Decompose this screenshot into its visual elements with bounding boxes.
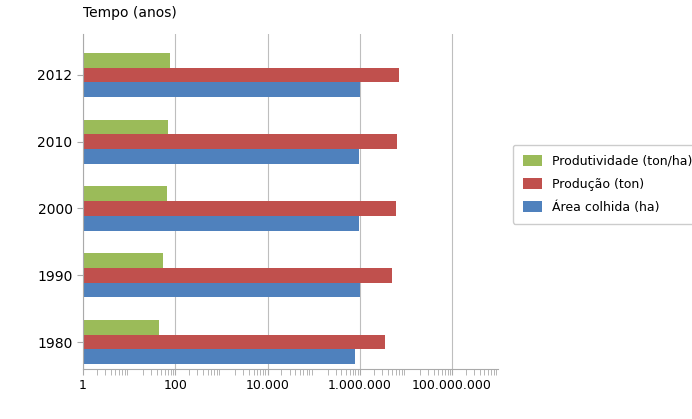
Bar xyxy=(0,320,159,335)
Bar xyxy=(0,216,359,230)
Bar xyxy=(0,335,385,349)
Text: Tempo (anos): Tempo (anos) xyxy=(83,6,176,20)
Bar xyxy=(0,67,399,82)
Bar xyxy=(0,282,360,297)
Bar xyxy=(0,82,360,97)
Legend: Produtividade (ton/ha), Produção (ton), Área colhida (ha): Produtividade (ton/ha), Produção (ton), … xyxy=(513,145,692,224)
Bar xyxy=(0,268,392,282)
Bar xyxy=(0,349,356,364)
Bar xyxy=(0,149,359,164)
Bar xyxy=(0,120,168,134)
Bar xyxy=(0,186,167,201)
Bar xyxy=(0,253,163,268)
Bar xyxy=(0,134,397,149)
Bar xyxy=(0,53,170,67)
Bar xyxy=(0,201,396,216)
